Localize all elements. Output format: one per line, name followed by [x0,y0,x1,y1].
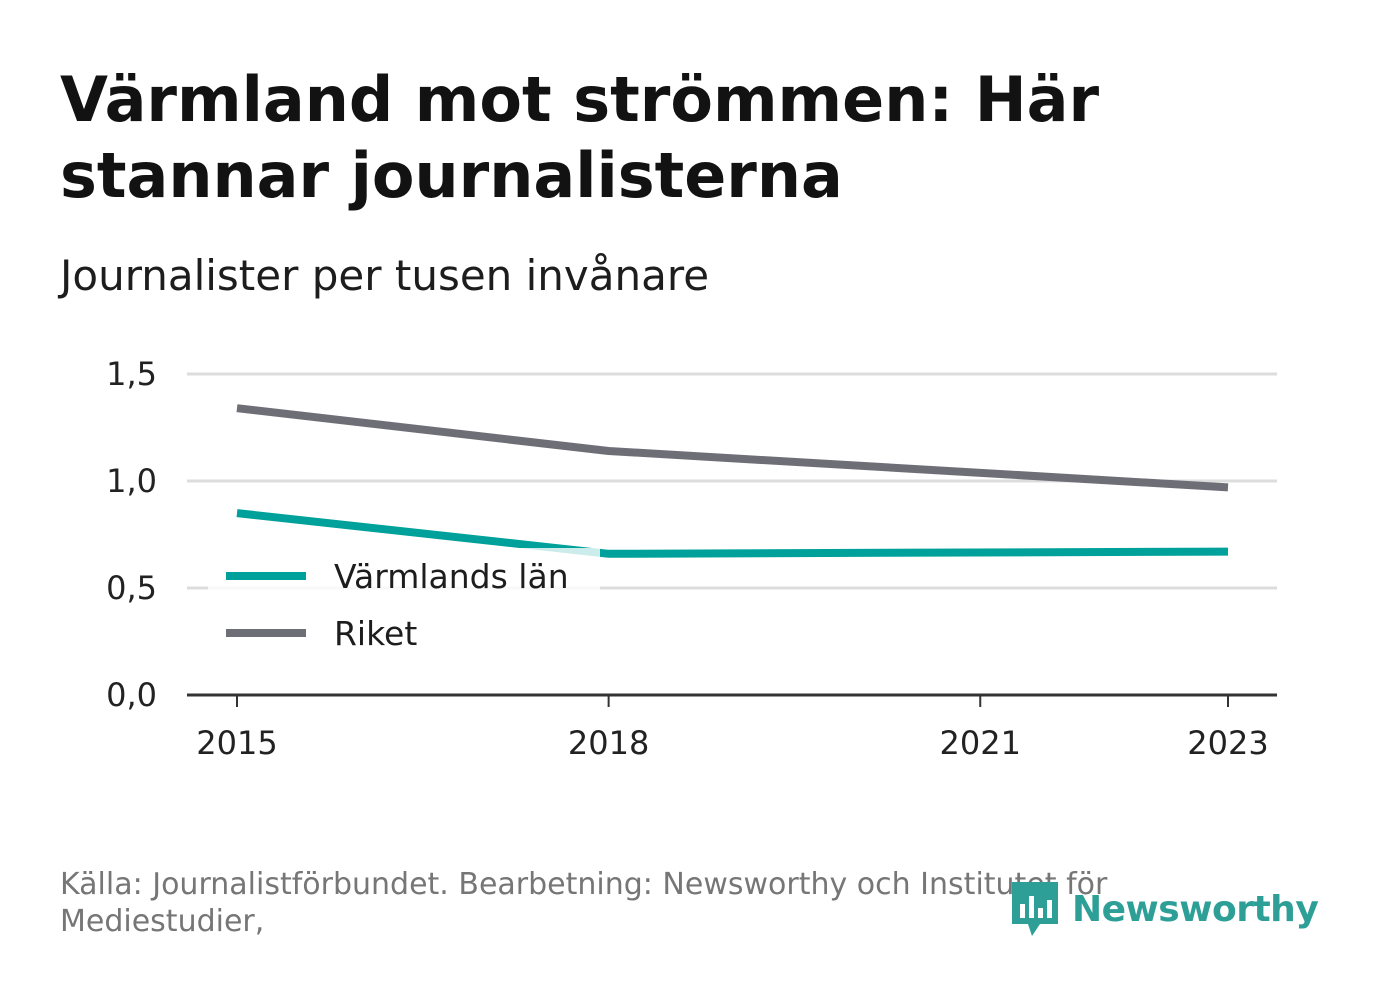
chart-subtitle: Journalister per tusen invånare [60,251,710,300]
newsworthy-logo: Newsworthy [1010,878,1319,940]
newsworthy-bar-chart-icon [1012,882,1058,936]
chart-title: Värmland mot strömmen: Här stannar journ… [60,63,1100,212]
y-tick-label: 0,5 [106,569,157,607]
x-tick-label: 2023 [1187,724,1268,762]
y-tick-label: 0,0 [106,676,157,714]
legend-label: Värmlands län [334,557,569,596]
logo-text: Newsworthy [1072,888,1319,930]
legend-label: Riket [334,614,417,653]
series-lines [236,404,1229,558]
y-tick-label: 1,0 [106,462,157,500]
x-tick-label: 2015 [196,724,277,762]
x-axis-ticks: 2015 2018 2021 2023 [187,693,1277,762]
line-chart: 0,0 0,5 1,0 1,5 2015 2018 2021 2023 Värmlands … [106,355,1277,762]
legend-backdrop [208,548,600,592]
x-tick-label: 2018 [568,724,649,762]
y-axis-ticks: 0,0 0,5 1,0 1,5 [106,355,157,714]
legend: Värmlands län Riket [208,548,600,653]
source-note: Källa: Journalistförbundet. Bearbetning:… [60,867,1108,939]
x-tick-label: 2021 [940,724,1021,762]
series-line-v-rmlands-l-n [236,509,1229,558]
series-line-riket [236,404,1229,492]
y-tick-label: 1,5 [106,355,157,393]
